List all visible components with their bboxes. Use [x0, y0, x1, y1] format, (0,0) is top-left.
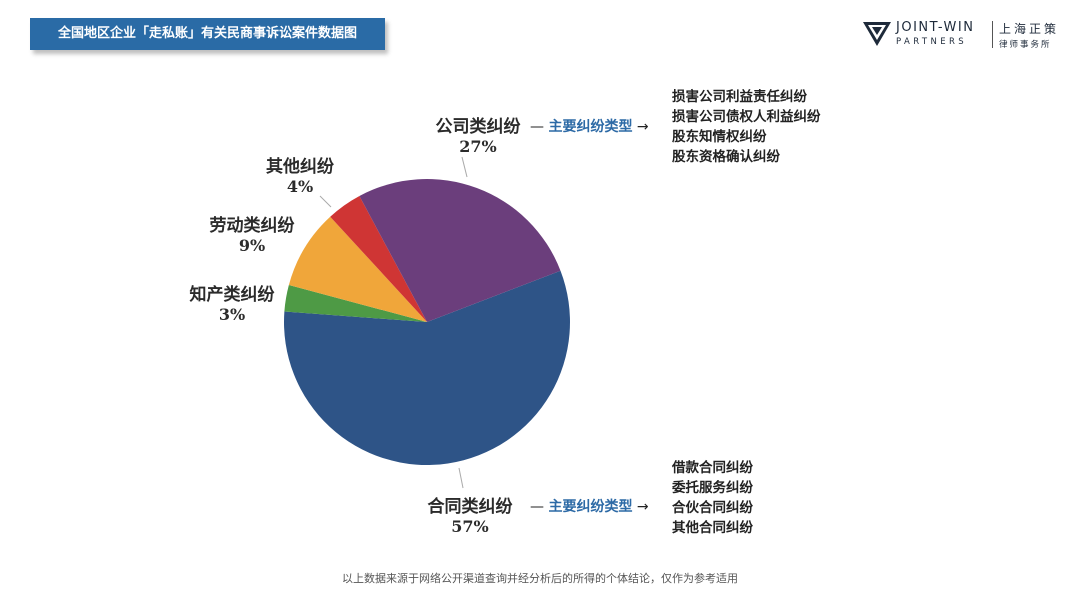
dash: —: [530, 119, 544, 135]
logo-subname-en: PARTNERS: [896, 37, 968, 47]
slice-label-other: 其他纠纷 4%: [258, 152, 342, 196]
main-types-label: 主要纠纷类型: [548, 499, 633, 515]
slice-percent: 3%: [218, 305, 246, 324]
dash: —: [530, 499, 544, 515]
slice-percent: 57%: [451, 517, 489, 536]
slice-company: [359, 178, 561, 322]
list-item: 股东知情权纠纷: [672, 129, 767, 145]
logo-divider: [992, 21, 993, 48]
slice-other: [330, 195, 427, 322]
list-item: 借款合同纠纷: [672, 460, 753, 476]
slice-name: 公司类纠纷: [435, 117, 521, 137]
leader-line-other: [319, 195, 332, 208]
page-title: 全国地区企业「走私账」有关民商事诉讼案件数据图: [30, 18, 385, 50]
brand-logo: JOINT-WIN PARTNERS 上海正策 律师事务所: [862, 18, 1062, 52]
company-type-list: 损害公司利益责任纠纷 损害公司债权人利益纠纷 股东知情权纠纷 股东资格确认纠纷: [672, 87, 821, 167]
contract-main-types-callout: — 主要纠纷类型 →: [530, 496, 649, 516]
list-item: 其他合同纠纷: [672, 520, 753, 536]
footnote: 以上数据来源于网络公开渠道查询并经分析后的所得的个体结论，仅作为参考适用: [342, 572, 738, 585]
logo-name-en: JOINT-WIN: [896, 20, 975, 35]
slice-contract: [283, 270, 570, 465]
logo-name-cn: 上海正策: [999, 22, 1060, 36]
arrow-right-icon: →: [636, 499, 649, 515]
list-item: 委托服务纠纷: [672, 480, 753, 496]
logo-mark-icon: [863, 22, 891, 46]
slice-percent: 27%: [459, 137, 497, 156]
slice-ip: [284, 284, 427, 322]
slice-name: 知产类纠纷: [189, 285, 275, 305]
slice-name: 劳动类纠纷: [209, 216, 295, 236]
logo-subname-cn: 律师事务所: [999, 40, 1052, 50]
contract-type-list: 借款合同纠纷 委托服务纠纷 合伙合同纠纷 其他合同纠纷: [672, 458, 753, 538]
slice-label-ip: 知产类纠纷 3%: [180, 280, 284, 324]
slice-name: 其他纠纷: [266, 157, 334, 177]
list-item: 合伙合同纠纷: [672, 500, 753, 516]
slice-percent: 9%: [238, 236, 266, 255]
leader-line-company: [461, 156, 468, 178]
list-item: 损害公司利益责任纠纷: [672, 89, 807, 105]
slice-label-company: 公司类纠纷 27%: [426, 112, 530, 156]
slice-label-labor: 劳动类纠纷 9%: [200, 211, 304, 255]
slice-label-contract: 合同类纠纷 57%: [418, 492, 522, 536]
list-item: 股东资格确认纠纷: [672, 149, 780, 165]
company-main-types-callout: — 主要纠纷类型 →: [530, 116, 649, 136]
arrow-right-icon: →: [636, 119, 649, 135]
slice-labor: [288, 216, 427, 322]
main-types-label: 主要纠纷类型: [548, 119, 633, 135]
slice-percent: 4%: [286, 177, 314, 196]
list-item: 损害公司债权人利益纠纷: [672, 109, 821, 125]
leader-line-contract: [458, 467, 464, 489]
slice-name: 合同类纠纷: [427, 497, 513, 517]
